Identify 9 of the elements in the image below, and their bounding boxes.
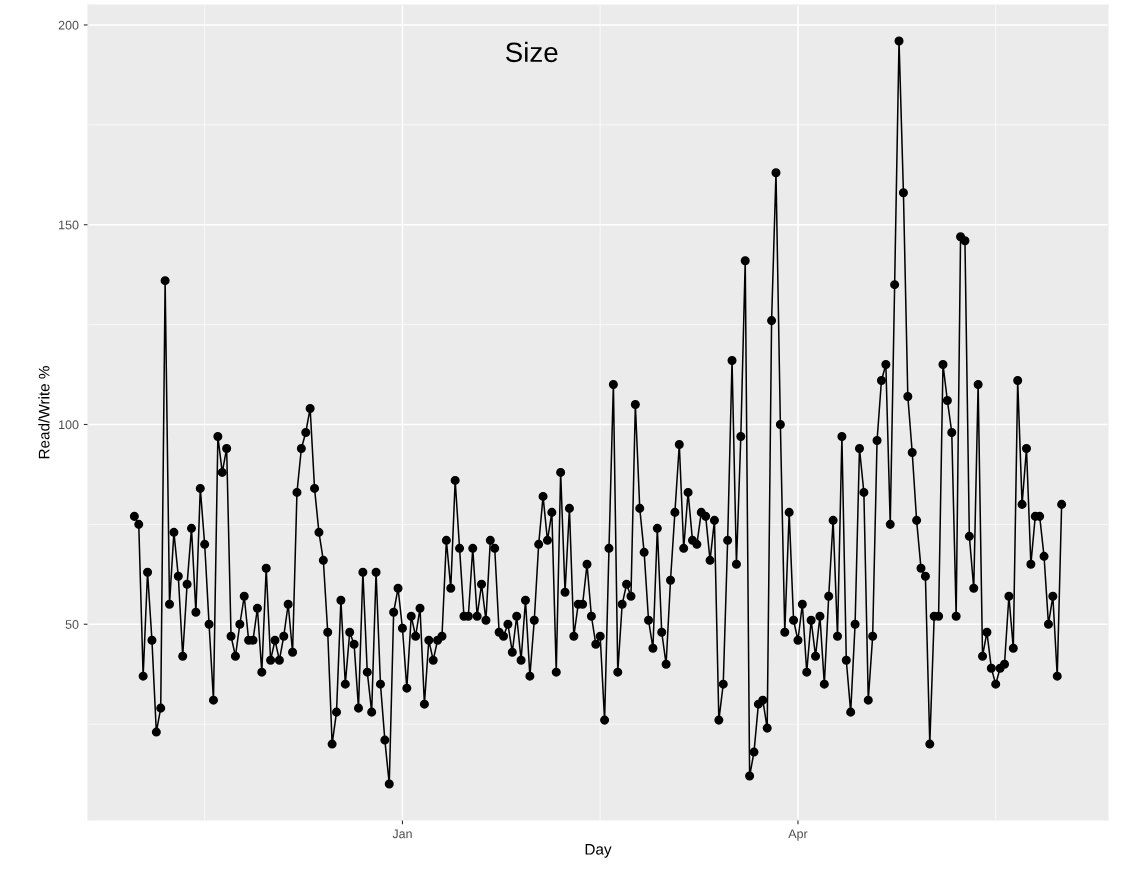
y-tick-label: 200 xyxy=(58,20,79,30)
y-tick-label: 150 xyxy=(59,220,79,230)
x-tick-label: Jan xyxy=(392,829,412,839)
y-tick-label: 100 xyxy=(59,420,79,430)
y-tick-label: 50 xyxy=(65,620,79,629)
x-tick-label: Apr xyxy=(788,829,808,841)
text: Size xyxy=(505,41,558,63)
x-axis-title: Day xyxy=(585,844,612,858)
y-axis-title: Read/Write % xyxy=(38,366,50,459)
